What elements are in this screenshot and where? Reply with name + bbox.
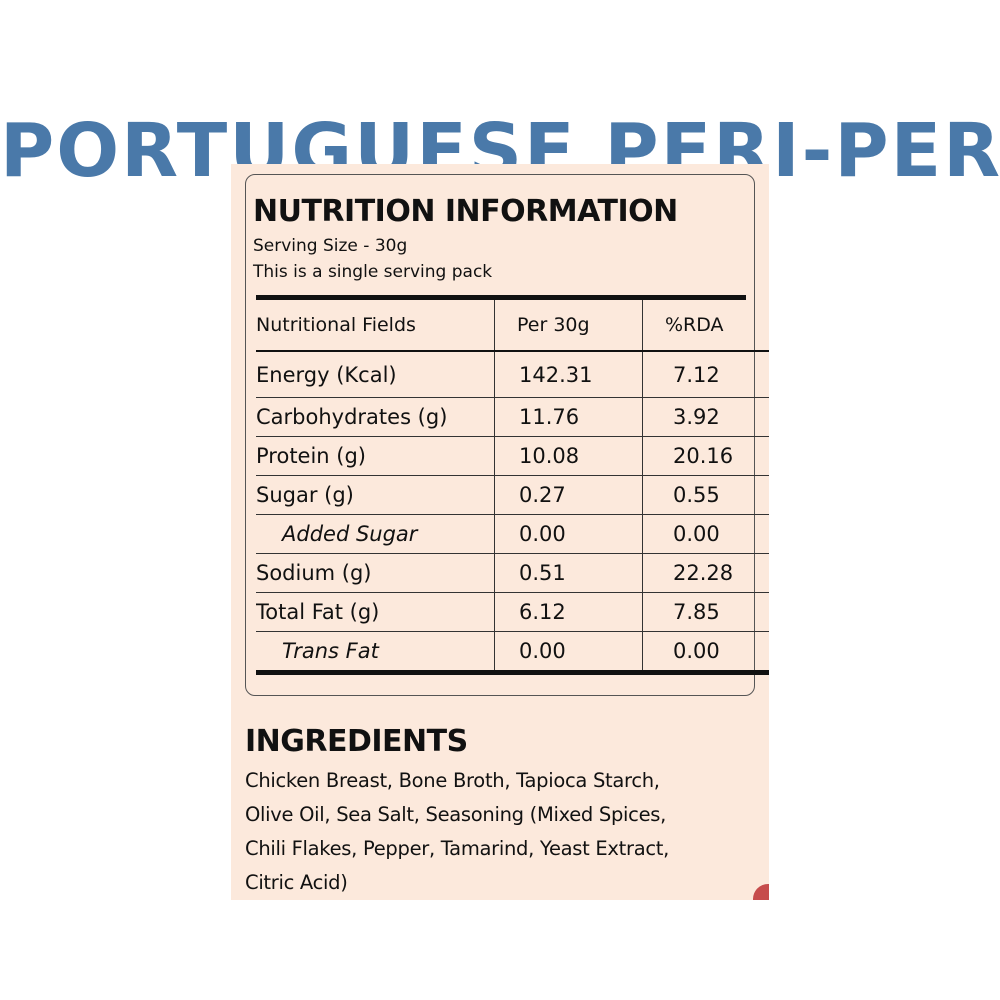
row-field: Sodium (g) [256, 553, 495, 593]
ingredients-line: Citric Acid) [245, 871, 348, 894]
nutrition-table: Nutritional Fields Per 30g %RDA Energy (… [256, 300, 769, 675]
row-rda-value: 0.00 [642, 514, 769, 554]
table-row: Total Fat (g) 6.12 7.85 [256, 592, 769, 632]
row-rda-value: 3.92 [642, 397, 769, 437]
table-header-row: Nutritional Fields Per 30g %RDA [256, 300, 769, 352]
ingredients-line: Chicken Breast, Bone Broth, Tapioca Star… [245, 769, 660, 792]
row-per-value: 0.00 [494, 631, 643, 675]
ingredients-list: Chicken Breast, Bone Broth, Tapioca Star… [245, 764, 750, 900]
ingredients-line: Olive Oil, Sea Salt, Seasoning (Mixed Sp… [245, 803, 667, 826]
row-field: Trans Fat [256, 631, 495, 675]
serving-size: Serving Size - 30g [253, 236, 408, 256]
row-rda-value: 22.28 [642, 553, 769, 593]
row-per-value: 0.27 [494, 475, 643, 515]
row-per-value: 11.76 [494, 397, 643, 437]
row-field: Energy (Kcal) [256, 351, 495, 398]
serving-note: This is a single serving pack [253, 262, 493, 282]
row-field: Total Fat (g) [256, 592, 495, 632]
row-field: Carbohydrates (g) [256, 397, 495, 437]
table-row-sub: Trans Fat 0.00 0.00 [256, 631, 769, 675]
row-rda-value: 20.16 [642, 436, 769, 476]
column-header-per-serving: Per 30g [494, 300, 643, 352]
row-rda-value: 0.55 [642, 475, 769, 515]
label-panel: NUTRITION INFORMATION Serving Size - 30g… [231, 164, 769, 900]
ingredients-line: Chili Flakes, Pepper, Tamarind, Yeast Ex… [245, 837, 670, 860]
corner-decoration [753, 884, 769, 900]
table-row: Protein (g) 10.08 20.16 [256, 436, 769, 476]
nutrition-box: NUTRITION INFORMATION Serving Size - 30g… [245, 174, 769, 696]
row-rda-value: 0.00 [642, 631, 769, 675]
row-per-value: 142.31 [494, 351, 643, 398]
row-field: Added Sugar [256, 514, 495, 554]
row-per-value: 6.12 [494, 592, 643, 632]
row-rda-value: 7.12 [642, 351, 769, 398]
table-row: Sodium (g) 0.51 22.28 [256, 553, 769, 593]
table-row: Sugar (g) 0.27 0.55 [256, 475, 769, 515]
row-per-value: 0.00 [494, 514, 643, 554]
row-field: Sugar (g) [256, 475, 495, 515]
column-header-rda: %RDA [642, 300, 769, 352]
column-header-field: Nutritional Fields [256, 300, 495, 352]
table-row: Carbohydrates (g) 11.76 3.92 [256, 397, 769, 437]
row-field: Protein (g) [256, 436, 495, 476]
row-per-value: 10.08 [494, 436, 643, 476]
table-top-rule [256, 295, 746, 300]
row-per-value: 0.51 [494, 553, 643, 593]
nutrition-heading: NUTRITION INFORMATION [253, 194, 678, 229]
table-row-sub: Added Sugar 0.00 0.00 [256, 514, 769, 554]
row-rda-value: 7.85 [642, 592, 769, 632]
table-row: Energy (Kcal) 142.31 7.12 [256, 351, 769, 398]
ingredients-heading: INGREDIENTS [245, 724, 468, 759]
